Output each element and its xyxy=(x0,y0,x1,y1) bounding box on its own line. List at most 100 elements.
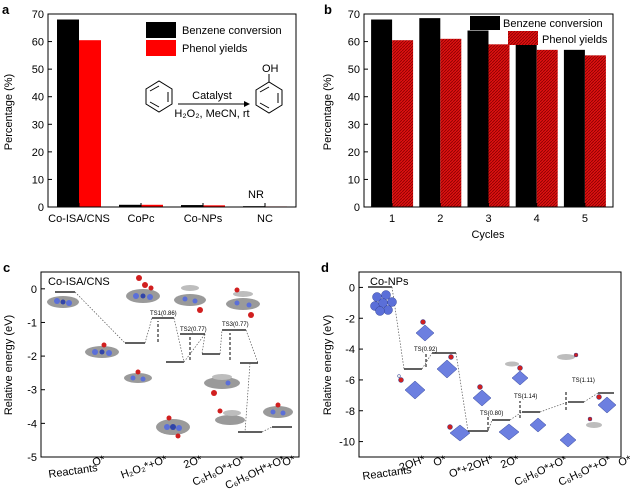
ytick-label: -4 xyxy=(27,418,37,430)
ytick-label: 70 xyxy=(32,9,44,21)
panel-d-barrier-arrows xyxy=(425,353,567,430)
ytick-label: -3 xyxy=(27,385,37,397)
panel-b-y-axis: 0 10 20 30 40 50 60 70 xyxy=(348,9,368,214)
xtick-label: Co-ISA/CNS xyxy=(48,213,110,225)
panel-c-connectors xyxy=(74,291,273,433)
x-category-label: H₂O₂*+O* xyxy=(119,453,169,481)
panel-a: a 0 10 20 30 40 50 60 70 Co-ISA/CNS CoPc Co-NPs NC… xyxy=(2,2,297,225)
panel-a-legend: Benzene conversion Phenol yields xyxy=(146,22,282,56)
bar-phenol-3 xyxy=(536,49,558,207)
d-structure-2oh-icon xyxy=(397,374,426,400)
panel-b-label: b xyxy=(324,2,332,17)
bar-benzene-1 xyxy=(419,18,441,208)
c-structure-phenol-icon xyxy=(215,408,245,425)
d-structure-c-icon xyxy=(505,361,529,386)
x-category-label: Reactants xyxy=(48,462,99,481)
d-ts1-label: TS(0.92) xyxy=(414,347,437,353)
ytick-label: 30 xyxy=(348,119,360,131)
x-category-label: O* xyxy=(281,453,298,469)
panel-d-title: Co-NPs xyxy=(370,276,409,288)
bar-benzene-2 xyxy=(467,30,489,207)
catalyst-label: Catalyst xyxy=(192,90,232,102)
ytick-label: -10 xyxy=(339,437,355,449)
panel-c-title: Co-ISA/CNS xyxy=(48,276,110,288)
bar-benzene-1 xyxy=(119,204,141,207)
d-ts3-label: TS(1.14) xyxy=(514,394,537,400)
ytick-label: -1 xyxy=(27,317,37,329)
legend-b-benzene-swatch xyxy=(470,16,500,30)
xtick-label: 4 xyxy=(534,213,540,225)
ytick-label: 10 xyxy=(32,174,44,186)
ts3-label: TS3(0.77) xyxy=(222,322,249,328)
c-structure-benzene-approach-icon xyxy=(174,285,206,313)
ytick-label: 40 xyxy=(32,92,44,104)
bar-benzene-0 xyxy=(57,19,79,208)
panel-c-ylabel: Relative energy (eV) xyxy=(3,315,15,415)
x-category-label: O* xyxy=(617,453,634,469)
panel-c-molecule-structures xyxy=(47,275,293,439)
x-category-label: 2OH* xyxy=(398,453,428,474)
ytick-label: 10 xyxy=(348,174,360,186)
ytick-label: 70 xyxy=(348,9,360,21)
d-structure-o-icon xyxy=(415,319,435,342)
panel-a-ylabel: Percentage (%) xyxy=(3,74,15,150)
c-structure-c6h6o-icon xyxy=(204,374,240,396)
panel-b-frame xyxy=(363,13,614,208)
bar-phenol-2 xyxy=(203,205,225,207)
ytick-label: -8 xyxy=(345,406,355,418)
panel-b-ylabel: Percentage (%) xyxy=(322,74,334,150)
bar-phenol-0 xyxy=(79,40,101,207)
bar-phenol-4 xyxy=(584,55,606,207)
xtick-label: 2 xyxy=(437,213,443,225)
c-structure-h2o2-icon xyxy=(126,275,160,303)
nr-label: NR xyxy=(248,189,264,201)
bar-benzene-4 xyxy=(563,49,585,207)
legend-a-benzene-label: Benzene conversion xyxy=(182,25,282,37)
panel-d: d 0 -2 -4 -6 -8 -10 Relative energy (eV) Co-N… xyxy=(321,260,634,489)
ytick-label: -5 xyxy=(27,452,37,464)
bar-phenol-2 xyxy=(488,44,510,208)
d-structure-reactants-icon xyxy=(370,290,397,316)
panel-d-frame xyxy=(358,271,622,458)
panel-a-label: a xyxy=(2,2,10,17)
x-category-label: 2O* xyxy=(499,453,522,471)
xtick-label: 3 xyxy=(485,213,491,225)
panel-a-y-axis: 0 10 20 30 40 50 60 70 xyxy=(32,9,52,214)
ytick-label: 50 xyxy=(32,64,44,76)
reaction-scheme: Catalyst H₂O₂, MeCN, rt OH xyxy=(145,63,283,120)
d-structure-2o-icon xyxy=(447,424,471,442)
x-category-label: 2O* xyxy=(182,453,205,471)
ts1-label: TS1(0.86) xyxy=(150,311,177,317)
ytick-label: -4 xyxy=(345,344,355,356)
bar-benzene-2 xyxy=(181,205,203,207)
d-structure-g-icon xyxy=(586,416,602,428)
oh-label: OH xyxy=(262,63,279,75)
ytick-label: -2 xyxy=(345,313,355,325)
bar-benzene-0 xyxy=(371,19,393,208)
panel-c: c 0 -1 -2 -3 -4 -5 Relative energy (eV) Co-IS… xyxy=(3,260,300,492)
panel-b-legend: Benzene conversion Phenol yields xyxy=(470,16,608,46)
legend-a-benzene-swatch xyxy=(146,22,176,38)
panel-b: b 0 10 20 30 40 50 60 70 1 2 3 4 5 Percentage (%) C… xyxy=(322,2,614,241)
panel-c-y-axis: 0 -1 -2 -3 -4 -5 xyxy=(27,284,45,464)
ts2-label: TS2(0.77) xyxy=(180,327,207,333)
panel-b-bars xyxy=(371,18,606,208)
c-structure-o-star-icon xyxy=(85,342,119,358)
d-structure-o2oh-icon xyxy=(436,354,458,379)
panel-c-levels xyxy=(55,291,292,433)
panel-d-levels xyxy=(368,286,614,432)
panel-d-ylabel: Relative energy (eV) xyxy=(322,315,334,415)
legend-b-benzene-label: Benzene conversion xyxy=(503,18,603,30)
ytick-label: 60 xyxy=(348,37,360,49)
d-structure-a-icon xyxy=(472,384,492,407)
benzene-ring-icon xyxy=(145,80,173,113)
panel-a-x-axis: Co-ISA/CNS CoPc Co-NPs NC xyxy=(48,203,273,225)
d-structure-final-icon xyxy=(596,394,617,414)
conditions-label: H₂O₂, MeCN, rt xyxy=(174,108,249,120)
d-structure-e-icon xyxy=(559,432,577,448)
panel-d-y-axis: 0 -2 -4 -6 -8 -10 xyxy=(339,282,363,449)
panel-a-bars xyxy=(57,19,287,208)
c-structure-reactants-icon xyxy=(47,296,79,308)
ytick-label: 60 xyxy=(32,37,44,49)
